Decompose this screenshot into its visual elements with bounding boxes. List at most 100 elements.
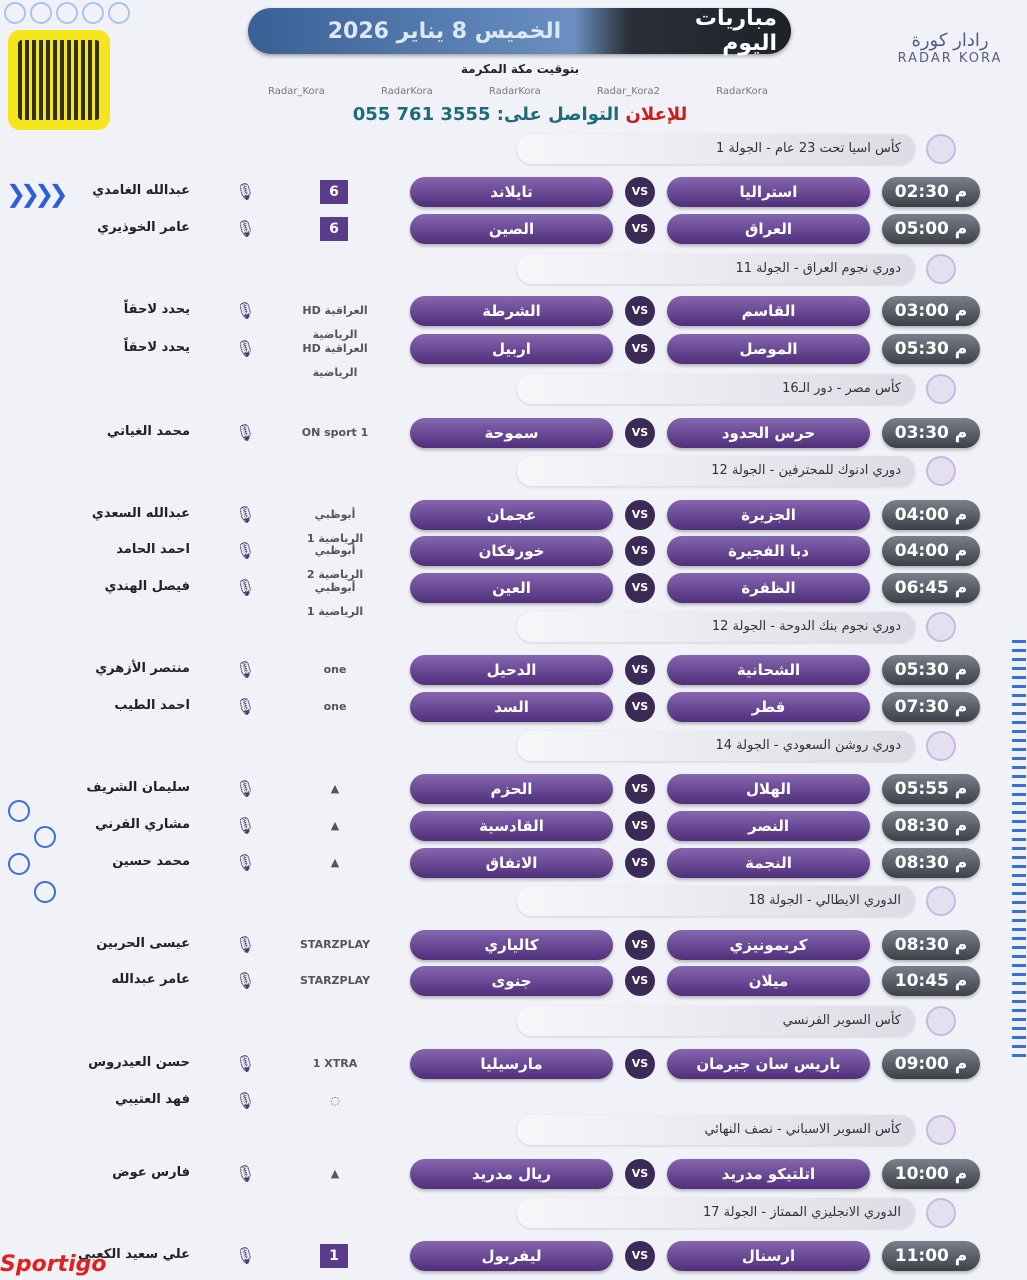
league-header[interactable]: كأس مصر - دور الـ16 — [517, 374, 915, 404]
home-team[interactable]: الهلال — [667, 774, 870, 804]
channel-logo[interactable]: 1 — [320, 1244, 348, 1268]
channel-logo[interactable]: أبوظبي الرياضية 1 — [306, 508, 364, 545]
away-team[interactable]: الشرطة — [410, 296, 613, 326]
channel-logo[interactable]: ON sport 1 — [301, 426, 369, 439]
microphone-icon: 🎙 — [235, 816, 256, 835]
away-team[interactable]: الحزم — [410, 774, 613, 804]
home-team[interactable]: الشحانية — [667, 655, 870, 685]
home-team[interactable]: باريس سان جيرمان — [667, 1049, 870, 1079]
vs-badge: VS — [625, 930, 655, 960]
instagram-handle[interactable]: RadarKora — [380, 86, 433, 97]
microphone-icon: 🎙 — [235, 182, 256, 201]
league-header[interactable]: كأس السوبر الفرنسي — [517, 1006, 915, 1036]
home-team[interactable]: كريمونيزي — [667, 930, 870, 960]
away-team[interactable]: ليفربول — [410, 1241, 613, 1271]
channel-logo[interactable]: HD العراقية الرياضية — [302, 342, 368, 379]
home-team[interactable]: القاسم — [667, 296, 870, 326]
channel-logo[interactable]: ▲ — [330, 856, 340, 869]
microphone-icon: 🎙 — [235, 301, 256, 320]
away-team[interactable]: عجمان — [410, 500, 613, 530]
channel-logo[interactable]: STARZPLAY — [300, 974, 371, 987]
home-team[interactable]: دبا الفجيرة — [667, 536, 870, 566]
microphone-icon: 🎙 — [235, 578, 256, 597]
league-header[interactable]: الدوري الانجليزي الممتاز - الجولة 17 — [517, 1198, 915, 1228]
date-label: الخميس 8 يناير 2026 — [327, 18, 562, 44]
away-team[interactable]: العين — [410, 573, 613, 603]
channel-logo[interactable]: ▲ — [330, 1167, 340, 1180]
commentator-name: مشاري القرني — [95, 817, 190, 832]
home-team[interactable]: الظفرة — [667, 573, 870, 603]
away-team[interactable]: تايلاند — [410, 177, 613, 207]
home-team[interactable]: العراق — [667, 214, 870, 244]
league-header[interactable]: دوري نجوم بنك الدوحة - الجولة 12 — [517, 612, 915, 642]
channel-logo[interactable]: 6 — [320, 180, 348, 204]
channel-logo[interactable]: ▲ — [330, 782, 340, 795]
away-team[interactable]: ريال مدريد — [410, 1159, 613, 1189]
league-header[interactable]: كأس السوبر الاسباني - نصف النهائي — [517, 1115, 915, 1145]
commentator-name: فارس عوض — [112, 1165, 190, 1180]
away-team[interactable]: سموحة — [410, 418, 613, 448]
decor-ring — [8, 853, 30, 875]
snapchat-handle[interactable]: RadarKora — [488, 86, 541, 97]
channel-logo[interactable]: HD العراقية الرياضية — [302, 304, 368, 341]
league-header[interactable]: كأس اسيا تحت 23 عام - الجولة 1 — [517, 134, 915, 164]
home-team[interactable]: النصر — [667, 811, 870, 841]
commentator-name: احمد الحامد — [116, 542, 190, 557]
microphone-icon: 🎙 — [235, 219, 256, 238]
match-time: 07:30 م — [882, 692, 980, 722]
match-time: 04:00 م — [882, 500, 980, 530]
microphone-icon: 🎙 — [235, 505, 256, 524]
vs-badge: VS — [625, 177, 655, 207]
away-team[interactable]: القادسية — [410, 811, 613, 841]
telegram-handle[interactable]: Radar_Kora2 — [596, 86, 661, 97]
decor-circles — [4, 2, 130, 24]
threads-handle[interactable]: RadarKora — [716, 86, 768, 97]
commentator-name: عبدالله الغامدي — [92, 183, 190, 198]
decor-ring — [34, 826, 56, 848]
home-team[interactable]: ارسنال — [667, 1241, 870, 1271]
home-team[interactable]: حرس الحدود — [667, 418, 870, 448]
away-team[interactable]: مارسيليا — [410, 1049, 613, 1079]
home-team[interactable]: استراليا — [667, 177, 870, 207]
match-time: 06:45 م — [882, 573, 980, 603]
channel-logo[interactable]: أبوظبي الرياضية 2 — [306, 544, 364, 581]
league-logo-icon — [926, 374, 956, 404]
away-team[interactable]: الدحيل — [410, 655, 613, 685]
channel-logo[interactable]: 1 XTRA — [312, 1057, 358, 1070]
vs-badge: VS — [625, 1049, 655, 1079]
home-team[interactable]: قطر — [667, 692, 870, 722]
vs-badge: VS — [625, 418, 655, 448]
home-team[interactable]: الجزيرة — [667, 500, 870, 530]
away-team[interactable]: جنوى — [410, 966, 613, 996]
microphone-icon: 🎙 — [235, 1246, 256, 1265]
home-team[interactable]: اتلتيكو مدريد — [667, 1159, 870, 1189]
away-team[interactable]: الاتفاق — [410, 848, 613, 878]
commentator-name: عامر الخوذيري — [97, 220, 190, 235]
decor-stripes — [1012, 640, 1026, 1060]
away-team[interactable]: خورفكان — [410, 536, 613, 566]
league-header[interactable]: دوري ادنوك للمحترفين - الجولة 12 — [517, 456, 915, 486]
league-header[interactable]: الدوري الايطالي - الجولة 18 — [517, 886, 915, 916]
channel-logo[interactable]: one — [323, 700, 347, 713]
league-header[interactable]: دوري نجوم العراق - الجولة 11 — [517, 254, 915, 284]
league-logo-icon — [926, 254, 956, 284]
league-header[interactable]: دوري روشن السعودي - الجولة 14 — [517, 731, 915, 761]
channel-logo[interactable]: أبوظبي الرياضية 1 — [306, 581, 364, 618]
home-team[interactable]: النجمة — [667, 848, 870, 878]
league-logo-icon — [926, 612, 956, 642]
channel-logo[interactable]: 6 — [320, 217, 348, 241]
microphone-icon: 🎙 — [235, 541, 256, 560]
away-team[interactable]: السد — [410, 692, 613, 722]
away-team[interactable]: اربيل — [410, 334, 613, 364]
channel-logo[interactable]: one — [323, 663, 347, 676]
away-team[interactable]: كالياري — [410, 930, 613, 960]
x-handle[interactable]: Radar_Kora — [268, 86, 325, 97]
match-time: 09:00 م — [882, 1049, 980, 1079]
channel-logo[interactable]: ▲ — [330, 819, 340, 832]
page-title: مباريات اليوم — [694, 6, 777, 56]
channel-logo[interactable]: ◌ — [330, 1094, 340, 1107]
channel-logo[interactable]: STARZPLAY — [300, 938, 371, 951]
away-team[interactable]: الصين — [410, 214, 613, 244]
home-team[interactable]: ميلان — [667, 966, 870, 996]
home-team[interactable]: الموصل — [667, 334, 870, 364]
